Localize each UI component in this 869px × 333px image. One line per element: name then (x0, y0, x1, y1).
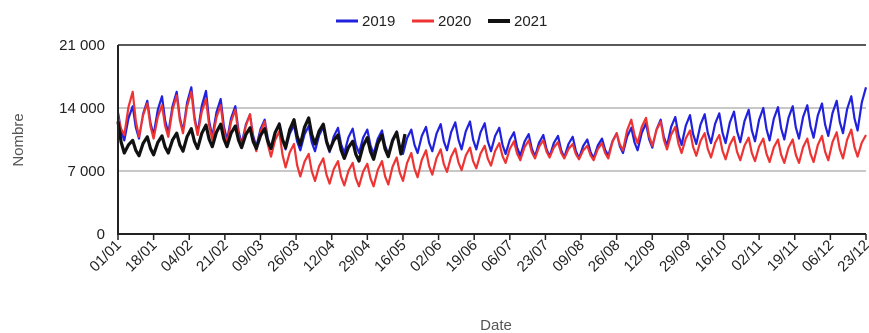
x-tick-label-19: 19/11 (764, 237, 802, 275)
y-tick-label-2: 14 000 (59, 100, 105, 117)
legend-item-2021[interactable]: 2021 (488, 13, 547, 30)
x-tick-label-11: 06/07 (478, 237, 517, 276)
x-tick-label-14: 26/08 (585, 237, 624, 276)
y-tick-label-0: 0 (97, 226, 105, 243)
x-tick-label-12: 23/07 (514, 237, 553, 276)
legend-label-2020: 2020 (438, 13, 471, 30)
x-tick-label-17: 16/10 (692, 237, 731, 276)
y-tick-label-1: 7 000 (67, 163, 105, 180)
x-tick-label-3: 21/02 (193, 237, 232, 276)
series-layer (116, 86, 868, 188)
x-tick-label-21: 23/12 (834, 237, 869, 276)
x-tick-label-2: 04/02 (157, 237, 196, 276)
legend-label-2019: 2019 (362, 13, 395, 30)
y-ticks: 0 7 000 14 000 21 000 (59, 37, 105, 243)
y-axis-title: Nombre (10, 113, 27, 166)
gridlines (118, 107, 866, 172)
legend-item-2020[interactable]: 2020 (412, 13, 471, 30)
x-tick-label-6: 12/04 (300, 237, 339, 276)
x-tick-label-16: 29/09 (656, 237, 695, 276)
x-tick-label-15: 12/09 (621, 237, 660, 276)
x-tick-label-7: 29/04 (336, 237, 375, 276)
x-tick-label-8: 16/05 (371, 237, 410, 276)
x-ticks: 01/0118/0104/0221/0209/0326/0312/0429/04… (86, 234, 869, 275)
series-line-2021 (116, 116, 407, 163)
x-tick-label-20: 06/12 (799, 237, 838, 276)
x-tick-label-13: 09/08 (549, 237, 588, 276)
x-tick-label-9: 02/06 (407, 237, 446, 276)
y-tick-label-3: 21 000 (59, 37, 105, 54)
x-tick-label-5: 26/03 (264, 237, 303, 276)
legend: 2019 2020 2021 (336, 13, 547, 30)
x-tick-label-10: 19/06 (442, 237, 481, 276)
legend-label-2021: 2021 (514, 13, 547, 30)
legend-item-2019[interactable]: 2019 (336, 13, 395, 30)
x-axis-title: Date (480, 317, 512, 333)
axes (117, 44, 866, 235)
x-tick-label-0: 01/01 (86, 237, 125, 276)
x-tick-label-1: 18/01 (122, 237, 161, 276)
x-tick-label-18: 02/11 (728, 237, 766, 275)
x-tick-label-4: 09/03 (229, 237, 268, 276)
